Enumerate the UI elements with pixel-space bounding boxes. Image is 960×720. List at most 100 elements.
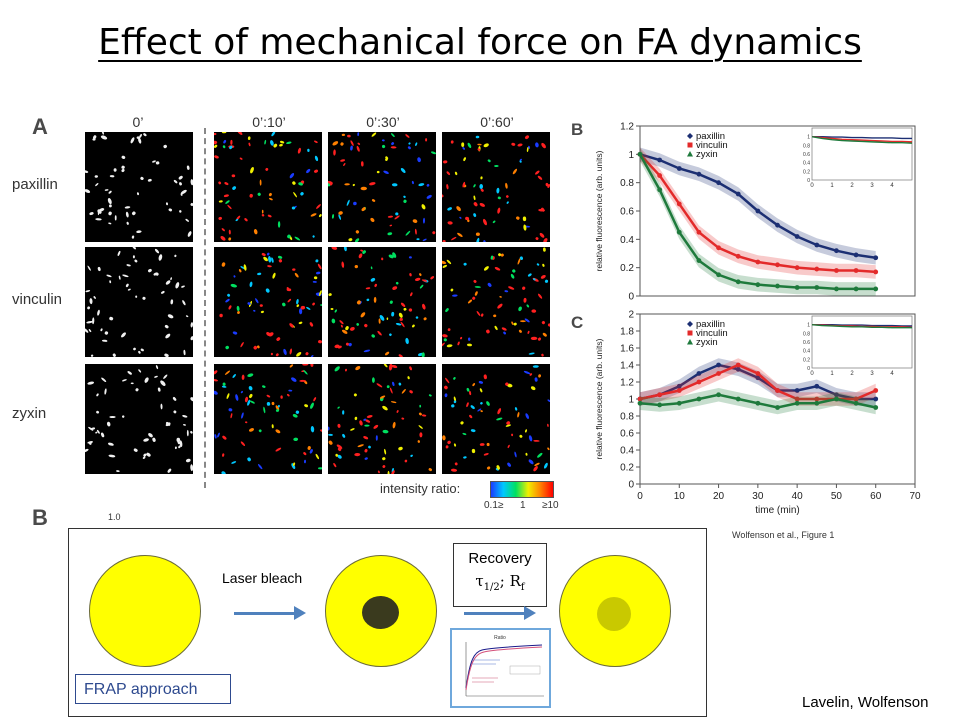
micrograph-paxillin-1 xyxy=(214,132,322,242)
zyxin-point xyxy=(637,151,643,157)
micrograph-zyxin-2 xyxy=(328,364,436,474)
panel-b-letter: B xyxy=(571,120,584,139)
zyxin-point xyxy=(676,229,682,235)
zyxin-point xyxy=(775,405,780,410)
tau-subscript: 1/2 xyxy=(483,582,500,593)
inset-y-tick-label: 0 xyxy=(807,178,810,184)
zyxin-point xyxy=(637,400,643,406)
vinculin-point xyxy=(676,388,682,393)
zyxin-point xyxy=(755,400,761,406)
recovery-box: Recovery τ1/2; Rf xyxy=(453,543,547,607)
y-axis-label: relative fluorescence (arb. units) xyxy=(594,338,604,459)
vinculin-point xyxy=(814,396,820,402)
legend-marker-zyxin xyxy=(687,339,693,345)
vinculin-point xyxy=(755,259,761,265)
zyxin-point xyxy=(775,283,780,289)
y-tick-label: 0.2 xyxy=(620,463,634,474)
zyxin-point xyxy=(676,400,682,406)
inset-y-tick-label: 0.8 xyxy=(803,331,810,337)
x-tick-label: 40 xyxy=(792,491,804,502)
inset-paxillin-line xyxy=(812,135,912,140)
y-tick-label: 1.6 xyxy=(620,344,634,355)
y-tick-label: 0.8 xyxy=(620,178,634,189)
vinculin-point xyxy=(755,371,761,376)
vinculin-point xyxy=(814,266,820,272)
micrograph-paxillin-0 xyxy=(85,132,193,242)
paxillin-point xyxy=(794,234,800,239)
zyxin-point xyxy=(735,279,741,285)
legend-label-vinculin: vinculin xyxy=(696,328,728,339)
x-tick-label: 70 xyxy=(909,491,921,502)
col-label-2: 0’:30’ xyxy=(366,114,400,130)
vinculin-band xyxy=(640,358,876,406)
micrograph-zyxin-1 xyxy=(214,364,322,474)
x-tick-label: 0 xyxy=(637,491,643,502)
col-label-0: 0’ xyxy=(132,114,144,130)
legend-label-vinculin: vinculin xyxy=(696,140,728,151)
inset-x-tick-label: 2 xyxy=(850,183,854,189)
zyxin-point xyxy=(716,392,721,398)
inset-x-tick-label: 1 xyxy=(830,183,834,189)
zyxin-point xyxy=(696,396,702,402)
vinculin-point xyxy=(735,362,741,368)
legend-label-zyxin: zyxin xyxy=(696,337,718,348)
inset-paxillin-line xyxy=(812,323,912,327)
micrograph-vinculin-3 xyxy=(442,247,550,357)
inset-y-tick-label: 0.4 xyxy=(803,349,810,355)
vinculin-point xyxy=(696,229,702,235)
x-axis-label: time (min) xyxy=(755,505,799,516)
chart-b: 0 0.2 0.4 0.6 0.8 1 1.2 relative fluorescence (… xyxy=(594,122,916,303)
inset-x-tick-label: 3 xyxy=(870,371,874,377)
paxillin-point xyxy=(696,371,702,376)
y-axis-label: relative fluorescence (arb. units) xyxy=(594,150,604,271)
inset-y-tick-label: 0.6 xyxy=(803,152,810,158)
chart-c: 0 0.2 0.4 0.6 0.8 1 1.2 1.4 1.6 1.8 2 relative fluo… xyxy=(594,310,921,517)
y-tick-label: 1.2 xyxy=(620,378,634,389)
colorbar-tick-high: ≥10 xyxy=(542,500,559,511)
paxillin-point xyxy=(735,191,741,197)
vinculin-point xyxy=(657,173,663,178)
slide-title: Effect of mechanical force on FA dynamic… xyxy=(98,22,862,63)
inset-x-tick-label: 3 xyxy=(870,183,874,189)
vinculin-point xyxy=(873,388,879,393)
zyxin-point xyxy=(794,400,800,406)
zyxin-point xyxy=(873,405,879,410)
thumbnail-title: Ratio xyxy=(494,635,506,641)
inset-x-tick-label: 4 xyxy=(890,183,894,189)
vinculin-point xyxy=(735,253,741,259)
inset-x-tick-label: 0 xyxy=(810,371,814,377)
inset-y-tick-label: 0 xyxy=(807,366,810,372)
legend-marker-paxillin xyxy=(687,133,693,139)
zyxin-point xyxy=(794,285,800,290)
y-tick-label: 0.8 xyxy=(620,412,634,423)
legend-label-paxillin: paxillin xyxy=(696,131,725,142)
vinculin-point xyxy=(853,396,859,402)
inset-frame xyxy=(811,127,913,181)
zyxin-point xyxy=(834,286,839,292)
panel-a-letter: A xyxy=(32,114,48,139)
micrograph-paxillin-2 xyxy=(328,132,436,242)
paxillin-point xyxy=(676,166,682,171)
paxillin-point xyxy=(814,383,820,389)
y-tick-label: 1.4 xyxy=(620,361,634,372)
y-tick-label: 0 xyxy=(628,292,634,303)
figure-credit: Wolfenson et al., Figure 1 xyxy=(732,530,835,540)
vinculin-point xyxy=(657,392,663,398)
inset-y-tick-label: 1 xyxy=(807,323,810,329)
zyxin-point xyxy=(716,272,721,278)
legend-label-zyxin: zyxin xyxy=(696,149,718,160)
zyxin-point xyxy=(814,400,820,406)
inset-x-tick-label: 2 xyxy=(850,371,854,377)
paxillin-point xyxy=(735,366,741,372)
paxillin-point xyxy=(755,208,761,214)
bleached-spot xyxy=(362,596,399,629)
micrograph-paxillin-3 xyxy=(442,132,550,242)
paxillin-point xyxy=(834,392,839,398)
paxillin-point xyxy=(755,375,761,381)
panel-c-letter: C xyxy=(571,313,584,332)
y-tick-label: 0.4 xyxy=(620,446,634,457)
x-tick-label: 20 xyxy=(713,491,725,502)
paxillin-band xyxy=(640,147,876,265)
zyxin-point xyxy=(657,402,663,408)
inset-zyxin-line xyxy=(811,135,913,144)
